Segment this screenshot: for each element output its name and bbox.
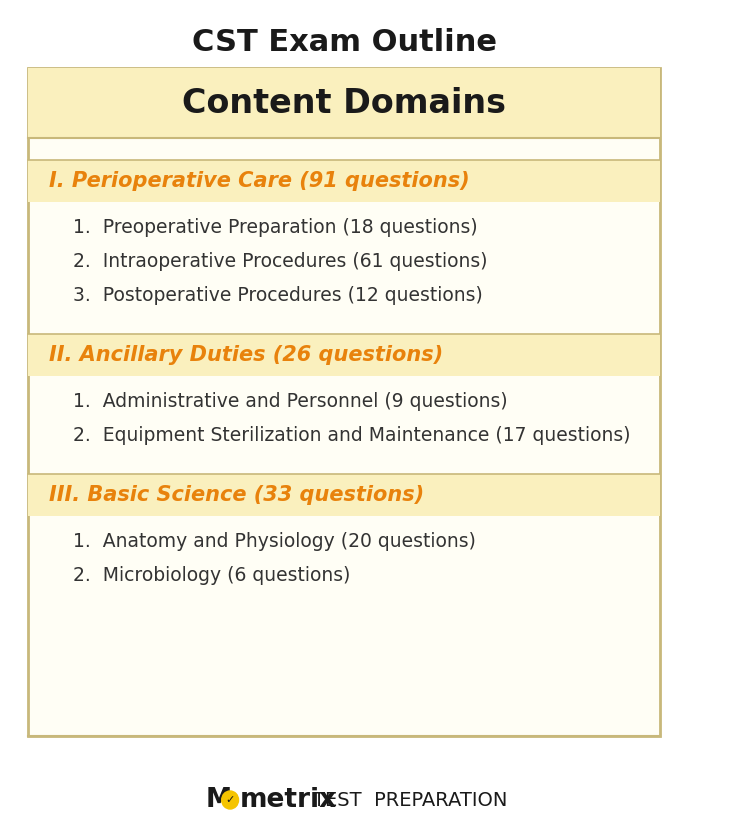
- Text: metrix: metrix: [239, 787, 336, 813]
- Text: 1.  Anatomy and Physiology (20 questions): 1. Anatomy and Physiology (20 questions): [73, 532, 476, 551]
- Text: II. Ancillary Duties (26 questions): II. Ancillary Duties (26 questions): [49, 345, 443, 365]
- FancyBboxPatch shape: [28, 68, 660, 138]
- Text: TEST  PREPARATION: TEST PREPARATION: [314, 791, 508, 810]
- Text: CST Exam Outline: CST Exam Outline: [191, 27, 497, 57]
- Text: I. Perioperative Care (91 questions): I. Perioperative Care (91 questions): [49, 171, 470, 191]
- Text: ✓: ✓: [225, 795, 235, 805]
- Text: Content Domains: Content Domains: [183, 87, 506, 119]
- Text: 3.  Postoperative Procedures (12 questions): 3. Postoperative Procedures (12 question…: [73, 286, 483, 305]
- FancyBboxPatch shape: [28, 334, 660, 376]
- Text: 1.  Administrative and Personnel (9 questions): 1. Administrative and Personnel (9 quest…: [73, 392, 508, 411]
- Circle shape: [222, 791, 238, 809]
- Text: 1.  Preoperative Preparation (18 questions): 1. Preoperative Preparation (18 question…: [73, 218, 478, 237]
- Text: M: M: [206, 787, 232, 813]
- Text: 2.  Intraoperative Procedures (61 questions): 2. Intraoperative Procedures (61 questio…: [73, 252, 487, 271]
- FancyBboxPatch shape: [28, 160, 660, 202]
- FancyBboxPatch shape: [28, 68, 660, 736]
- FancyBboxPatch shape: [28, 474, 660, 516]
- Text: 2.  Equipment Sterilization and Maintenance (17 questions): 2. Equipment Sterilization and Maintenan…: [73, 426, 631, 445]
- Text: 2.  Microbiology (6 questions): 2. Microbiology (6 questions): [73, 566, 350, 585]
- Text: III. Basic Science (33 questions): III. Basic Science (33 questions): [49, 485, 424, 505]
